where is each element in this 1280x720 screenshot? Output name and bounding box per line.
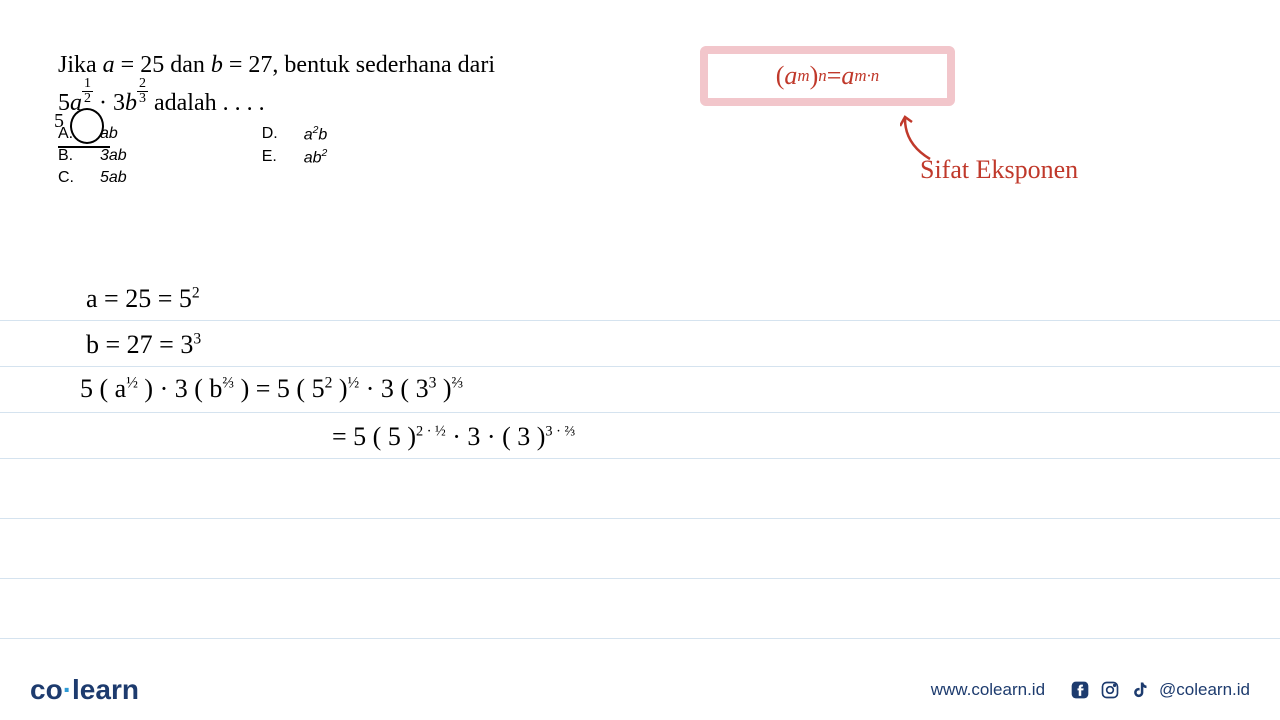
w3-d: ) (332, 374, 347, 403)
footer-right: www.colearn.id @colearn.id (931, 679, 1250, 701)
opt-b-label: B. (58, 147, 78, 165)
w4-a: = 5 ( 5 ) (332, 422, 416, 451)
hand-circle-a (70, 108, 104, 144)
ruled-line (0, 458, 1280, 459)
q-val-b: 27 (248, 52, 272, 78)
formula-eq: = (827, 61, 842, 91)
logo-learn: learn (72, 674, 139, 705)
q-var-b: b (211, 52, 223, 78)
w1-text: a = 25 = 5 (86, 284, 192, 313)
logo-co: co (30, 674, 63, 705)
w4-e1: 2 · ½ (416, 423, 446, 439)
opt-e-label: E. (262, 148, 282, 167)
w3-c: ) = 5 ( 5 (234, 374, 324, 403)
option-c: C. 5ab (58, 169, 127, 187)
w3-e: · 3 ( 3 (359, 374, 428, 403)
q-exp1-num: 1 (82, 77, 93, 92)
logo-dot: · (63, 674, 72, 705)
opt-b-text: 3ab (100, 147, 127, 165)
question-text: Jika a = 25 dan b = 27, bentuk sederhana… (58, 52, 1222, 117)
option-e: E. ab2 (262, 148, 328, 167)
facebook-icon (1069, 679, 1091, 701)
ruled-line (0, 638, 1280, 639)
opt-d-base: a (304, 126, 313, 143)
opt-e-base: ab (304, 150, 322, 167)
q-exp2-num: 2 (137, 77, 148, 92)
q-base2: b (125, 90, 137, 116)
formula-inner-exp: m (797, 66, 809, 86)
opt-c-label: C. (58, 169, 78, 187)
w3-f: ) (436, 374, 451, 403)
q-comma: , bentuk sederhana dari (272, 52, 495, 78)
w1-sup: 2 (192, 284, 200, 301)
q-suffix: adalah . . . . (148, 90, 265, 116)
hand-underline-a (58, 146, 110, 148)
w3-e4: ½ (348, 374, 360, 391)
work-line-1: a = 25 = 52 (86, 284, 200, 314)
w3-b: ) · 3 ( b (138, 374, 222, 403)
ruled-line (0, 578, 1280, 579)
footer-url: www.colearn.id (931, 680, 1045, 700)
q-exp2-den: 3 (137, 92, 148, 106)
annotation-label: Sifat Eksponen (920, 155, 1078, 185)
q-exp1-den: 2 (82, 92, 93, 106)
formula-lhs-close: ) (810, 61, 819, 91)
formula-outer-exp: n (818, 66, 826, 86)
work-line-4: = 5 ( 5 )2 · ½ · 3 · ( 3 )3 · ⅔ (332, 422, 575, 452)
work-line-2: b = 27 = 33 (86, 330, 201, 360)
w3-e2: ⅔ (222, 374, 234, 391)
logo: co·learn (30, 674, 139, 706)
option-d: D.a2b (262, 125, 328, 144)
instagram-icon (1099, 679, 1121, 701)
work-line-3: 5 ( a½ ) · 3 ( b⅔ ) = 5 ( 52 )½ · 3 ( 33… (80, 374, 463, 404)
formula-rhs-base: a (841, 61, 854, 91)
hand-annot-5: 5 (54, 110, 64, 133)
opt-e-sup: 2 (322, 148, 328, 159)
w2-sup: 3 (193, 330, 201, 347)
w3-e1: ½ (126, 374, 138, 391)
ruled-line (0, 366, 1280, 367)
tiktok-icon (1129, 679, 1151, 701)
option-b: B. 3ab (58, 147, 127, 165)
opt-c-text: 5ab (100, 169, 127, 187)
w3-e6: ⅔ (452, 374, 464, 391)
ruled-line (0, 518, 1280, 519)
q-prefix: Jika (58, 52, 103, 78)
w4-e2: 3 · ⅔ (545, 423, 575, 439)
footer: co·learn www.colearn.id @colearn.id (0, 660, 1280, 720)
formula-base: a (784, 61, 797, 91)
q-coef2: 3 (113, 90, 125, 116)
formula-lhs-open: ( (776, 61, 785, 91)
w2-text: b = 27 = 3 (86, 330, 193, 359)
w3-a: 5 ( a (80, 374, 126, 403)
ruled-line (0, 412, 1280, 413)
ruled-line (0, 320, 1280, 321)
formula-rhs-exp: m·n (854, 66, 879, 86)
footer-handle: @colearn.id (1159, 680, 1250, 700)
w4-b: · 3 · ( 3 ) (446, 422, 546, 451)
q-and: dan (164, 52, 211, 78)
q-var-a: a (103, 52, 115, 78)
q-val-a: 25 (140, 52, 164, 78)
q-eq1: = (115, 52, 141, 78)
exponent-rule-box: (am)n = am·n (700, 46, 955, 106)
social-group: @colearn.id (1069, 679, 1250, 701)
q-eq2: = (223, 52, 249, 78)
opt-d-after: b (318, 126, 327, 143)
opt-d-label: D. (262, 125, 282, 144)
